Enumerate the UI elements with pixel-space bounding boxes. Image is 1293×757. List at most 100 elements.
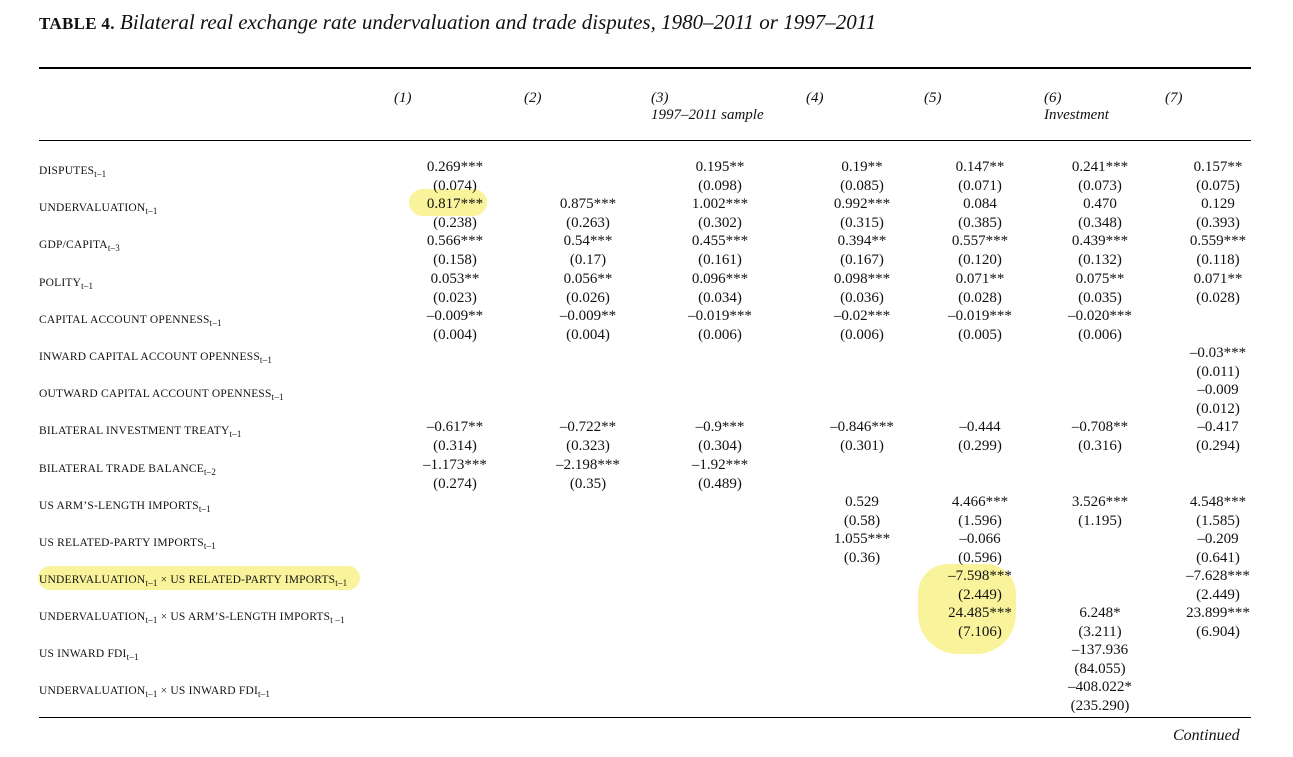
coefficient: 0.875*** (559, 196, 617, 212)
column-number: (5) (924, 90, 942, 106)
highlight-col5-interaction (918, 564, 1016, 654)
table-cell: 0.455*** (0.161) (655, 232, 785, 269)
standard-error: (0.299) (958, 437, 1002, 454)
column-header-4: (4) (806, 90, 824, 107)
standard-error: (2.449) (958, 586, 1002, 603)
bottom-rule (39, 717, 1251, 718)
coefficient: 0.992*** (833, 196, 891, 212)
table-cell: 4.466*** (1.596) (915, 493, 1045, 530)
table-cell: 0.559*** (0.118) (1153, 232, 1283, 269)
row-label: UNDERVALUATIONt–1 × US RELATED-PARTY IMP… (39, 573, 348, 588)
row-label-main: US RELATED-PARTY IMPORTS (39, 537, 204, 549)
row-label-subscript: t–1 (198, 504, 211, 514)
standard-error: (0.17) (569, 251, 607, 268)
coefficient: –0.708** (1071, 419, 1129, 435)
standard-error: (0.085) (840, 177, 884, 194)
coefficient: –0.03*** (1189, 345, 1247, 361)
standard-error: (0.075) (1196, 177, 1240, 194)
coefficient: 6.248* (1079, 605, 1121, 621)
standard-error: (6.904) (1196, 623, 1240, 640)
standard-error: (0.316) (1078, 437, 1122, 454)
standard-error: (0.641) (1196, 549, 1240, 566)
coefficient: –0.009** (559, 308, 617, 324)
row-label-subscript: t–1 (145, 689, 158, 699)
highlight-related-party-label (38, 566, 360, 590)
table-cell: –2.198*** (0.35) (523, 456, 653, 493)
standard-error: (0.323) (566, 437, 610, 454)
standard-error: (0.489) (698, 475, 742, 492)
standard-error: (0.071) (958, 177, 1002, 194)
standard-error: (0.118) (1196, 251, 1240, 268)
standard-error: (0.58) (843, 512, 881, 529)
row-label-main: INWARD CAPITAL ACCOUNT OPENNESS (39, 351, 260, 363)
row-label-subscript: t–1 (209, 318, 222, 328)
table-cell: 0.195** (0.098) (655, 158, 785, 195)
column-number: (6) (1044, 90, 1062, 106)
row-label-subscript: t–1 (259, 355, 273, 365)
standard-error: (0.393) (1196, 214, 1240, 231)
table-cell: 0.875*** (0.263) (523, 195, 653, 232)
coefficient: –1.173*** (423, 457, 487, 473)
coefficient: 4.548*** (1189, 494, 1247, 510)
table-cell: –0.019*** (0.006) (655, 307, 785, 344)
table-cell: 0.075** (0.035) (1035, 270, 1165, 307)
row-label: GDP/CAPITAt–3 (39, 238, 120, 253)
row-label-subscript: t–3 (107, 243, 120, 253)
table-cell: –0.617** (0.314) (390, 418, 520, 455)
row-label-main: US INWARD FDI (39, 648, 127, 660)
highlight-undervaluation-col1 (409, 189, 487, 216)
row-label-subscript: t–1 (335, 578, 348, 588)
table-cell: 0.394** (0.167) (797, 232, 927, 269)
standard-error: (0.314) (433, 437, 477, 454)
row-label-subscript: t–1 (145, 615, 158, 625)
table-cell: 0.098*** (0.036) (797, 270, 927, 307)
row-label-main: UNDERVALUATION (39, 574, 146, 586)
row-label: BILATERAL INVESTMENT TREATYt–1 (39, 424, 242, 439)
standard-error: (84.055) (1074, 660, 1126, 677)
table-cell: 0.053** (0.023) (390, 270, 520, 307)
coefficient: –0.009 (1197, 382, 1239, 398)
row-label: BILATERAL TRADE BALANCEt–2 (39, 462, 216, 477)
coefficient: 0.54*** (563, 233, 613, 249)
coefficient: 0.557*** (951, 233, 1009, 249)
coefficient: 0.071** (1193, 271, 1243, 287)
standard-error: (0.274) (433, 475, 477, 492)
coefficient: 0.157** (1193, 159, 1243, 175)
table-cell: 0.269*** (0.074) (390, 158, 520, 195)
table-cell: 0.566*** (0.158) (390, 232, 520, 269)
row-label: INWARD CAPITAL ACCOUNT OPENNESSt–1 (39, 350, 273, 365)
table-cell: 0.54*** (0.17) (523, 232, 653, 269)
row-label-subscript: t–1 (257, 689, 271, 699)
coefficient: 0.084 (963, 196, 997, 212)
coefficient: –1.92*** (691, 457, 749, 473)
row-label-main: BILATERAL TRADE BALANCE (39, 463, 204, 475)
table-cell: 0.992*** (0.315) (797, 195, 927, 232)
table-cell: 0.096*** (0.034) (655, 270, 785, 307)
standard-error: (0.161) (698, 251, 742, 268)
standard-error: (0.132) (1078, 251, 1122, 268)
table-cell: 24.485*** (7.106) (915, 604, 1045, 641)
coefficient: 0.075** (1075, 271, 1125, 287)
coefficient: 0.817*** (426, 196, 484, 212)
coefficient: 0.096*** (691, 271, 749, 287)
coefficient: –0.020*** (1068, 308, 1132, 324)
table-cell: –0.009** (0.004) (390, 307, 520, 344)
coefficient: 0.053** (430, 271, 480, 287)
row-label-subscript: t–1 (271, 392, 284, 402)
standard-error: (0.023) (433, 289, 477, 306)
coefficient: –0.009** (426, 308, 484, 324)
standard-error: (0.294) (1196, 437, 1240, 454)
row-label: UNDERVALUATIONt–1 × US ARM’S-LENGTH IMPO… (39, 610, 345, 625)
table-cell: 0.071** (0.028) (1153, 270, 1283, 307)
table-cell: 1.055*** (0.36) (797, 530, 927, 567)
table-label: TABLE 4. (39, 14, 115, 33)
table-cell: 0.147** (0.071) (915, 158, 1045, 195)
table-cell: 0.084 (0.385) (915, 195, 1045, 232)
coefficient: –0.066 (959, 531, 1001, 547)
coefficient: 0.269*** (426, 159, 484, 175)
table-cell: 0.529 (0.58) (797, 493, 927, 530)
standard-error: (0.348) (1078, 214, 1122, 231)
coefficient: –137.936 (1071, 642, 1129, 658)
standard-error: (0.005) (958, 326, 1002, 343)
table-cell: –0.209 (0.641) (1153, 530, 1283, 567)
